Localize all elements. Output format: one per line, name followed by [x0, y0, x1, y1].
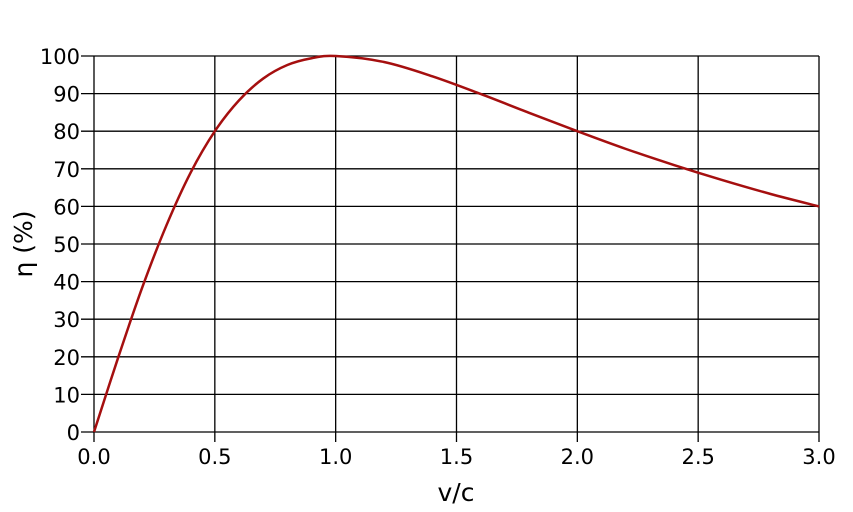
x-tick-label: 2.0: [561, 445, 594, 469]
y-tick-label: 50: [53, 233, 80, 257]
y-tick-label: 100: [40, 45, 80, 69]
y-axis-label: η (%): [9, 210, 38, 277]
tick-labels: 0 10 20 30 40 50 60 70 80 90 100 0.0 0.5 1.0 1.5 2.0 2.5…: [40, 45, 836, 469]
series-line: [92, 54, 820, 433]
y-tick-label: 20: [53, 346, 80, 370]
grid: [81, 55, 820, 442]
x-tick-label: 1.0: [319, 445, 352, 469]
x-tick-label: 3.0: [802, 445, 835, 469]
x-tick-label: 0.5: [198, 445, 231, 469]
y-tick-label: 10: [53, 383, 80, 407]
x-tick-label: 0.0: [77, 445, 110, 469]
y-tick-label: 40: [53, 271, 80, 295]
x-tick-label: 1.5: [440, 445, 473, 469]
x-tick-label: 2.5: [681, 445, 714, 469]
y-tick-label: 30: [53, 308, 80, 332]
y-tick-label: 60: [53, 195, 80, 219]
y-tick-label: 90: [53, 83, 80, 107]
y-tick-label: 0: [67, 421, 80, 445]
x-axis-label: v/c: [438, 478, 475, 507]
y-tick-label: 80: [53, 120, 80, 144]
y-tick-label: 70: [53, 158, 80, 182]
